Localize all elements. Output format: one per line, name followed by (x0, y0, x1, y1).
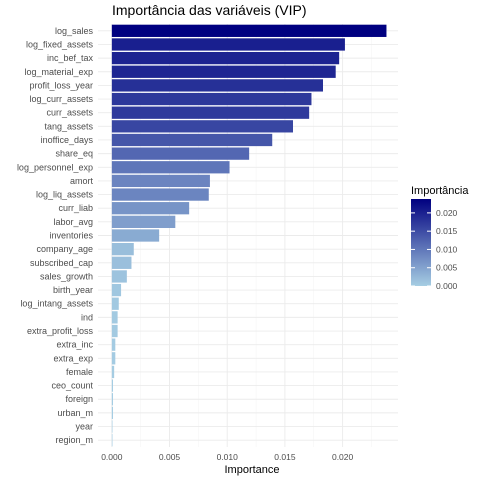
bar-region_m (111, 434, 113, 447)
category-label: labor_avg (53, 217, 93, 227)
category-label: log_personnel_exp (17, 162, 93, 172)
legend-tick-label: 0.020 (436, 208, 458, 218)
category-label: curr_assets (46, 108, 93, 118)
legend-ticks: 0.000 0.005 0.010 0.015 0.020 (411, 208, 458, 291)
category-label: sales_growth (40, 271, 93, 281)
category-label: amort (70, 176, 94, 186)
category-label: extra_exp (53, 353, 93, 363)
category-label: log_material_exp (24, 67, 93, 77)
bar-extra_inc (111, 338, 116, 351)
category-label: extra_profit_loss (27, 326, 94, 336)
bar-curr_liab (111, 202, 190, 215)
bar-ind (111, 311, 118, 324)
bar-share_eq (111, 147, 250, 160)
bar-log_liq_assets (111, 188, 209, 201)
category-labels: log_sales log_fixed_assets inc_bef_tax log_… (17, 26, 94, 445)
bar-inc_bef_tax (111, 51, 340, 65)
bar-log_fixed_assets (111, 38, 345, 51)
bar-log_personnel_exp (111, 161, 230, 174)
category-label: foreign (65, 394, 93, 404)
legend-tick-label: 0.015 (436, 226, 458, 236)
category-label: inventories (49, 231, 93, 241)
legend: Importância 0.000 0.005 0.010 0.015 0.020 (411, 185, 469, 291)
category-label: region_m (55, 435, 93, 445)
legend-colorbar (411, 199, 431, 286)
x-tick-labels: 0.000 0.005 0.010 0.015 0.020 (101, 452, 353, 462)
bar-log_sales (111, 24, 387, 37)
x-tick-label: 0.000 (101, 452, 123, 462)
x-tick-label: 0.010 (217, 452, 239, 462)
legend-tick-label: 0.010 (436, 244, 458, 254)
category-label: log_curr_assets (29, 94, 93, 104)
x-axis-title: Importance (224, 464, 279, 476)
bar-inventories (111, 229, 160, 242)
bar-year (111, 420, 113, 433)
bar-log_intang_assets (111, 297, 119, 310)
category-label: inoffice_days (41, 135, 94, 145)
bar-extra_profit_loss (111, 324, 118, 338)
bar-inoffice_days (111, 133, 273, 147)
category-label: log_sales (55, 26, 94, 36)
bar-curr_assets (111, 106, 310, 119)
bar-female (111, 365, 115, 379)
category-label: ceo_count (51, 381, 93, 391)
category-label: birth_year (53, 285, 93, 295)
x-tick-label: 0.015 (274, 452, 296, 462)
bar-extra_exp (111, 352, 116, 365)
category-label: inc_bef_tax (47, 53, 94, 63)
category-label: log_intang_assets (20, 299, 93, 309)
bar-foreign (111, 393, 113, 406)
category-label: profit_loss_year (29, 80, 93, 90)
legend-tick-label: 0.005 (436, 263, 458, 273)
category-label: curr_liab (58, 203, 93, 213)
category-label: urban_m (57, 408, 93, 418)
category-label: subscribed_cap (30, 258, 93, 268)
category-label: female (66, 367, 93, 377)
category-label: log_fixed_assets (26, 39, 94, 49)
bar-ceo_count (111, 379, 113, 392)
legend-tick-label: 0.000 (436, 281, 458, 291)
bar-company_age (111, 243, 134, 256)
category-label: year (75, 422, 93, 432)
category-label: share_eq (55, 149, 93, 159)
bar-log_curr_assets (111, 92, 312, 106)
bar-profit_loss_year (111, 79, 323, 92)
bars (111, 24, 387, 447)
chart-title: Importância das variáveis (VIP) (112, 2, 307, 18)
category-label: company_age (36, 244, 93, 254)
bar-sales_growth (111, 270, 127, 283)
bar-subscribed_cap (111, 256, 132, 269)
bar-amort (111, 174, 210, 188)
bar-log_material_exp (111, 65, 336, 78)
category-label: ind (81, 312, 93, 322)
bar-urban_m (111, 406, 113, 420)
category-label: extra_inc (56, 340, 93, 350)
category-label: tang_assets (44, 121, 93, 131)
legend-title: Importância (411, 185, 469, 197)
bar-tang_assets (111, 120, 293, 133)
category-label: log_liq_assets (36, 190, 94, 200)
x-tick-label: 0.020 (332, 452, 354, 462)
bar-birth_year (111, 283, 122, 297)
bar-labor_avg (111, 215, 176, 228)
x-tick-label: 0.005 (159, 452, 181, 462)
